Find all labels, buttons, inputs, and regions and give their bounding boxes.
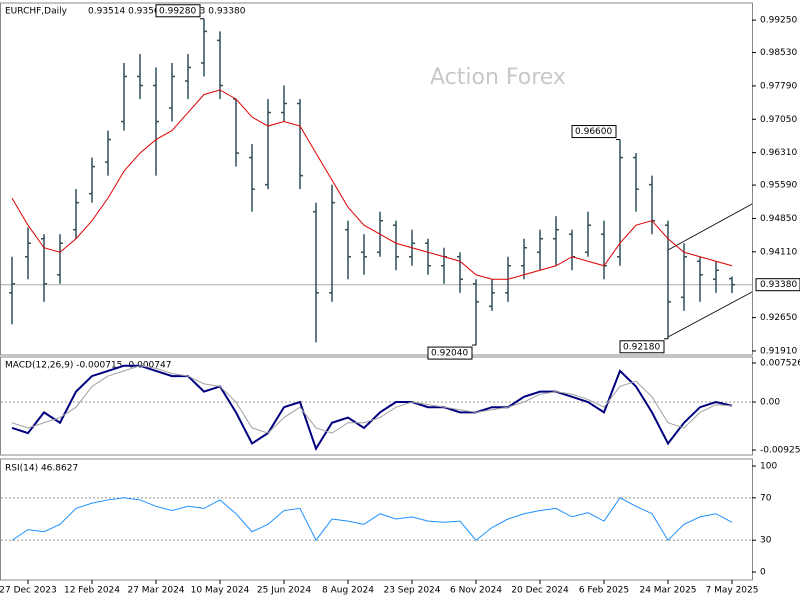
y-tick-label: 100: [760, 461, 777, 471]
y-tick-label: 0.98530: [760, 48, 797, 58]
annotation-box: [619, 340, 665, 354]
annotation-label: 0.92180: [623, 342, 660, 352]
y-tick-label: 70: [760, 493, 772, 503]
y-tick-label: 0.94110: [760, 247, 797, 257]
channel-line: [667, 291, 753, 338]
chart-title: EURCHF,Daily: [5, 7, 68, 17]
macd-title: MACD(12,26,9) -0.000715 -0.000747: [5, 361, 171, 371]
channel-line: [667, 203, 753, 251]
current-price-box: [755, 278, 800, 292]
x-tick-label: 6 Feb 2025: [579, 586, 629, 596]
annotation-label: 0.99280: [159, 6, 196, 16]
annotation-box: [427, 346, 473, 360]
y-tick-label: 0.96310: [760, 148, 797, 158]
annotation-label: 0.96600: [575, 127, 612, 137]
y-tick-label: 0.92650: [760, 313, 797, 323]
annotation-box: [571, 125, 617, 139]
indicator-line: [11, 497, 733, 542]
x-tick-label: 12 Feb 2024: [64, 586, 120, 596]
x-tick-label: 10 May 2024: [191, 586, 250, 596]
x-tick-label: 20 Dec 2024: [511, 586, 569, 596]
y-tick-label: 0.94850: [760, 214, 797, 224]
watermark: Action Forex: [430, 65, 566, 90]
y-tick-label: 0: [760, 568, 766, 578]
x-tick-label: 25 Jun 2024: [257, 586, 311, 596]
y-tick-label: 0.97050: [760, 115, 797, 125]
y-tick-label: 0.00: [760, 398, 780, 408]
y-tick-label: 0.97790: [760, 81, 797, 91]
annotation-box: [155, 4, 201, 18]
y-tick-label: 0.91910: [760, 346, 797, 356]
y-tick-label: -0.009252: [760, 445, 800, 455]
annotation-label: 0.92040: [431, 349, 468, 359]
panel-frame: [0, 356, 753, 456]
x-tick-label: 27 Mar 2024: [127, 586, 184, 596]
x-tick-label: 24 Mar 2025: [639, 586, 696, 596]
y-tick-label: 30: [760, 536, 772, 546]
x-tick-label: 7 May 2025: [706, 586, 759, 596]
rsi-title: RSI(14) 46.8627: [5, 464, 78, 474]
x-tick-label: 27 Dec 2023: [0, 586, 57, 596]
current-price-label: 0.93380: [760, 280, 797, 290]
y-tick-label: 0.95590: [760, 181, 797, 191]
indicator-line: [11, 365, 733, 434]
panel-frame: [0, 458, 753, 581]
panel-frame: [0, 2, 753, 356]
x-tick-label: 23 Sep 2024: [383, 586, 440, 596]
y-tick-label: 0.99250: [760, 16, 797, 26]
y-tick-label: 0.007526: [760, 358, 800, 368]
moving-average: [11, 89, 733, 280]
x-tick-label: 8 Aug 2024: [322, 586, 374, 596]
x-tick-label: 6 Nov 2024: [450, 586, 502, 596]
